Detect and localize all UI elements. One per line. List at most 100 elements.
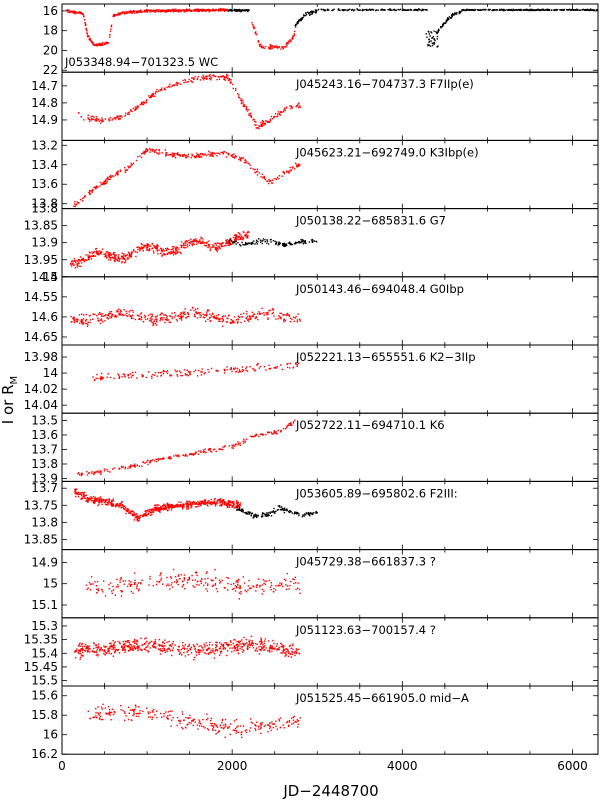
data-point-red — [224, 445, 226, 447]
data-point-red — [125, 310, 127, 312]
data-point-red — [103, 43, 105, 45]
data-point-red — [290, 40, 292, 42]
data-point-red — [133, 513, 135, 516]
data-point-red — [249, 587, 251, 590]
data-point-red — [177, 250, 179, 252]
data-point-red — [115, 173, 118, 175]
data-point-red — [297, 313, 299, 315]
data-point-red — [221, 317, 223, 320]
data-point-red — [146, 243, 148, 245]
data-point-red — [194, 369, 197, 371]
data-point-red — [110, 254, 112, 257]
data-point-red — [169, 10, 172, 13]
data-point-red — [224, 501, 227, 503]
data-point-red — [131, 110, 133, 113]
data-point-red — [198, 502, 200, 504]
data-point-red — [287, 40, 290, 42]
data-point-red — [240, 590, 242, 593]
data-point-red — [122, 466, 125, 468]
data-point-red — [175, 506, 177, 508]
data-point-red — [255, 124, 257, 126]
data-point-black — [579, 9, 582, 11]
data-point-red — [198, 584, 200, 586]
data-point-red — [179, 155, 181, 157]
data-point-black — [433, 30, 435, 32]
data-point-red — [295, 582, 297, 584]
data-point-red — [124, 171, 127, 173]
data-point-red — [260, 125, 262, 127]
data-point-red — [97, 470, 99, 472]
data-point-red — [137, 520, 139, 522]
data-point-red — [201, 153, 203, 155]
data-point-red — [164, 314, 166, 316]
data-point-red — [154, 246, 156, 248]
data-point-red — [109, 376, 112, 379]
data-point-red — [229, 239, 231, 241]
data-point-red — [132, 162, 135, 164]
data-point-red — [109, 316, 111, 318]
data-point-red — [158, 507, 160, 509]
data-point-red — [223, 372, 226, 374]
data-point-red — [124, 261, 127, 263]
data-point-red — [171, 506, 173, 508]
data-point-red — [137, 106, 139, 109]
data-point-black — [390, 9, 392, 11]
data-point-red — [206, 9, 208, 11]
data-point-red — [80, 497, 82, 500]
y-tick-label: 14 — [43, 366, 58, 380]
data-point-red — [254, 435, 256, 437]
data-point-red — [213, 75, 215, 77]
data-point-black — [446, 19, 448, 22]
data-point-red — [85, 319, 87, 322]
data-point-black — [501, 9, 504, 11]
data-point-red — [115, 504, 117, 507]
data-point-red — [89, 589, 92, 591]
data-point-red — [136, 10, 138, 12]
data-point-red — [74, 13, 76, 15]
data-point-red — [157, 510, 160, 512]
y-tick-label: 22 — [43, 63, 58, 77]
data-point-red — [212, 155, 214, 157]
data-point-red — [133, 646, 136, 648]
data-point-red — [88, 497, 90, 499]
data-point-black — [246, 242, 249, 245]
data-point-red — [146, 10, 148, 12]
data-point-red — [280, 312, 283, 315]
data-point-black — [576, 8, 578, 11]
data-point-red — [240, 321, 242, 324]
data-point-red — [72, 12, 74, 14]
data-point-red — [254, 32, 256, 34]
data-point-red — [100, 181, 102, 184]
data-point-red — [82, 258, 84, 260]
data-point-red — [79, 12, 81, 14]
data-point-black — [279, 506, 281, 508]
data-point-red — [149, 147, 151, 150]
data-point-red — [275, 366, 277, 368]
data-point-red — [162, 319, 164, 321]
data-point-red — [263, 314, 265, 316]
data-point-black — [286, 508, 288, 510]
data-point-red — [158, 150, 161, 152]
data-point-red — [201, 647, 204, 649]
data-point-black — [306, 513, 308, 515]
data-point-red — [107, 252, 109, 255]
data-point-red — [156, 152, 158, 154]
data-point-red — [92, 252, 94, 255]
data-point-red — [226, 506, 229, 509]
data-point-red — [229, 237, 232, 240]
data-point-red — [169, 458, 171, 460]
data-point-red — [77, 493, 79, 496]
data-point-black — [441, 26, 443, 28]
data-point-red — [99, 122, 102, 124]
data-point-red — [223, 8, 225, 10]
data-point-black — [578, 9, 580, 11]
data-point-red — [129, 315, 132, 318]
data-point-black — [432, 37, 434, 39]
data-point-red — [274, 113, 277, 115]
data-point-red — [83, 497, 86, 499]
data-point-red — [88, 581, 91, 584]
data-point-red — [112, 468, 114, 470]
data-point-red — [86, 322, 88, 325]
data-point-red — [107, 504, 109, 506]
data-point-black — [257, 515, 259, 517]
